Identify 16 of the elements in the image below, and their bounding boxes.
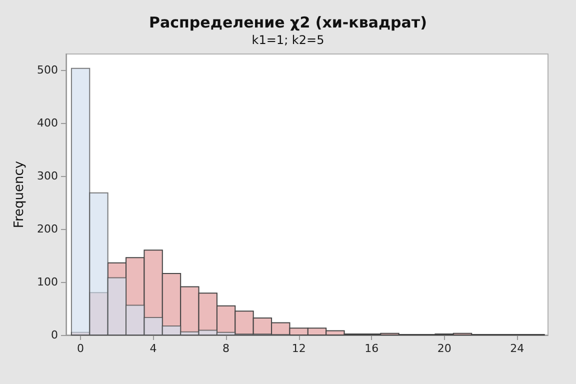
y-tick-label: 500	[37, 63, 58, 76]
chart-subtitle: k1=1; k2=5	[252, 33, 324, 47]
x-tick-label: 0	[77, 342, 84, 355]
y-tick-label: 300	[37, 169, 58, 182]
chart-title: Распределение χ2 (хи-квадрат)	[149, 14, 427, 32]
y-tick-label: 100	[37, 275, 58, 288]
x-tick-label: 24	[510, 342, 524, 355]
y-tick-label: 200	[37, 222, 58, 236]
y-axis-title: Frequency	[12, 160, 27, 228]
x-tick-label: 12	[292, 342, 306, 355]
x-tick-label: 20	[437, 342, 452, 355]
y-tick-label: 400	[37, 116, 58, 130]
x-tick-label: 4	[150, 342, 157, 355]
y-tick-label: 0	[51, 328, 58, 342]
x-tick-label: 8	[222, 342, 230, 355]
x-tick-label: 16	[364, 342, 379, 355]
